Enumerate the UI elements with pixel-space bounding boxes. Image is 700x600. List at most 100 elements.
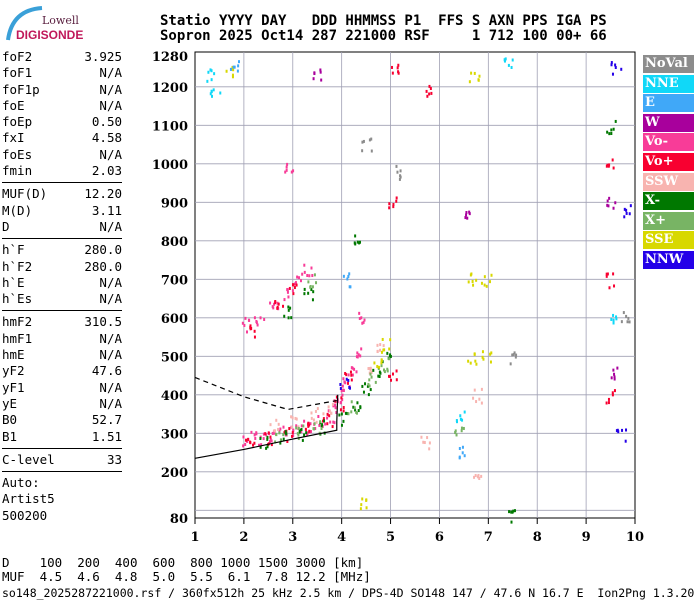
echo-point-Vo+ xyxy=(345,373,348,377)
ionogram-plot: 1 2 3 4 5 6 7 8 9 10 80 200 300 400 500 600 700 800 900 100… xyxy=(152,50,644,545)
echo-point-NNE xyxy=(211,94,214,98)
echo-point-Vo+ xyxy=(389,374,392,378)
param-label: B1 xyxy=(2,428,18,444)
param-value: N/A xyxy=(99,218,122,234)
logo-text-digisonde: DIGISONDE xyxy=(16,28,84,42)
echo-point-Vo- xyxy=(286,162,289,166)
y-tick-label: 1100 xyxy=(152,119,188,134)
echo-point-Vo- xyxy=(358,317,361,321)
echo-point-X+ xyxy=(455,433,458,437)
echo-point-E xyxy=(237,60,240,64)
param-label: Artist5 xyxy=(2,491,55,507)
echo-point-Vo- xyxy=(299,279,302,283)
echo-point-Vo- xyxy=(341,384,344,388)
param-row: yF1 N/A xyxy=(2,380,122,396)
echo-point-X- xyxy=(612,127,615,131)
echo-point-W xyxy=(320,78,323,82)
echo-point-Vo+ xyxy=(342,406,345,410)
param-label: M(D) xyxy=(2,202,33,218)
echo-point-Vo- xyxy=(341,393,344,397)
echo-point-Vo- xyxy=(269,440,272,444)
echo-point-Vo- xyxy=(286,290,289,294)
echo-point-Vo- xyxy=(301,272,304,276)
param-label: Auto: xyxy=(2,475,40,491)
echo-point-X- xyxy=(359,405,362,409)
echo-point-X- xyxy=(301,438,304,442)
echo-point-Vo- xyxy=(303,263,306,267)
echo-point-Vo+ xyxy=(397,63,400,67)
echo-point-Vo- xyxy=(294,281,297,285)
param-row: yE N/A xyxy=(2,396,122,412)
echo-point-Vo+ xyxy=(392,202,395,206)
echo-point-NNW xyxy=(620,67,623,71)
echo-point-Vo+ xyxy=(250,326,253,330)
echo-point-X- xyxy=(321,423,324,427)
param-row: fmin 2.03 xyxy=(2,163,122,179)
echo-point-X- xyxy=(338,413,341,417)
param-row: foF1 N/A xyxy=(2,65,122,81)
echo-point-SSE xyxy=(232,68,235,72)
echo-point-Vo+ xyxy=(611,391,614,395)
echo-point-NoVal xyxy=(361,140,364,144)
echo-point-NoVal xyxy=(361,149,364,153)
echo-point-W xyxy=(465,213,468,217)
echo-point-X+ xyxy=(370,375,373,379)
echo-point-NNW xyxy=(629,204,632,208)
echo-point-X- xyxy=(610,132,613,136)
echo-point-SSE xyxy=(488,280,491,284)
station-header: Statio YYYY DAY DDD HHMMSS P1 FFS S AXN … xyxy=(160,14,607,44)
echo-point-Vo- xyxy=(356,355,359,359)
echo-point-Vo- xyxy=(326,416,329,420)
echo-point-X- xyxy=(344,411,347,415)
y-tick-label: 500 xyxy=(161,350,188,365)
echo-point-X- xyxy=(312,290,315,294)
echo-point-NNE xyxy=(209,68,212,72)
echo-point-NNE xyxy=(507,63,510,67)
echo-point-X+ xyxy=(311,285,314,289)
echo-point-Vo- xyxy=(286,288,289,292)
echo-point-X+ xyxy=(367,382,370,386)
echo-point-Vo- xyxy=(276,301,279,305)
param-row: Artist5 xyxy=(2,491,122,507)
echo-point-SSW xyxy=(428,441,431,445)
param-value: N/A xyxy=(99,97,122,113)
echo-point-SSE xyxy=(468,80,471,84)
echo-point-Vo+ xyxy=(339,408,342,412)
echo-point-Vo+ xyxy=(395,199,398,203)
echo-point-Vo+ xyxy=(613,284,616,288)
param-value: 52.7 xyxy=(91,412,122,428)
echo-point-Vo- xyxy=(308,274,311,278)
echo-point-W xyxy=(612,206,615,210)
echo-point-Vo- xyxy=(340,389,343,393)
echo-point-Vo+ xyxy=(253,335,256,339)
echo-point-SSE xyxy=(376,364,379,368)
echo-point-Vo+ xyxy=(608,286,611,290)
echo-point-SSW xyxy=(420,435,423,439)
echo-point-SSE xyxy=(470,272,473,276)
echo-point-X- xyxy=(323,419,326,423)
echo-point-Vo- xyxy=(292,428,295,432)
param-label: MUF(D) xyxy=(2,186,48,202)
param-row: foEs N/A xyxy=(2,147,122,163)
echo-point-Vo+ xyxy=(253,329,256,333)
param-label: hmE xyxy=(2,347,25,363)
echo-point-X- xyxy=(610,128,613,132)
echo-point-Vo- xyxy=(334,403,337,407)
echo-point-Vo- xyxy=(306,431,309,435)
echo-point-SSE xyxy=(471,279,474,283)
param-value: N/A xyxy=(99,274,122,290)
param-row: foF2 3.925 xyxy=(2,49,122,65)
param-value: 33 xyxy=(106,451,122,467)
echo-point-SSW xyxy=(312,418,315,422)
echo-point-SSW xyxy=(269,423,272,427)
echo-point-X- xyxy=(378,370,381,374)
echo-point-SSE xyxy=(478,74,481,78)
echo-point-SSW xyxy=(370,370,373,374)
y-tick-label: 300 xyxy=(161,427,188,442)
echo-point-Vo+ xyxy=(295,283,298,287)
echo-point-SSE xyxy=(380,361,383,365)
echo-point-Vo- xyxy=(292,434,295,438)
echo-point-Vo+ xyxy=(269,435,272,439)
echo-point-Vo+ xyxy=(276,305,279,309)
param-label: foEp xyxy=(2,114,33,130)
